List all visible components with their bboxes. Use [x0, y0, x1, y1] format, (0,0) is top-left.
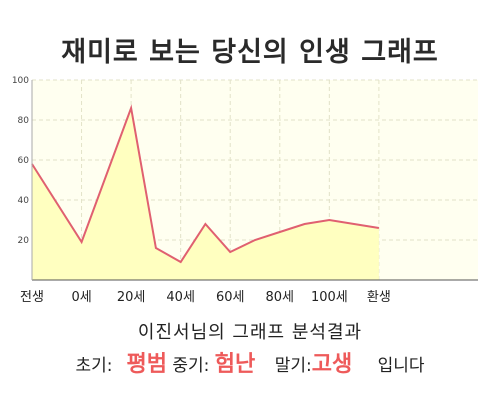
x-tick-label: 40세 — [166, 290, 195, 305]
y-axis-ticks: 20 40 60 80 100 — [12, 76, 29, 246]
mid-label: 중기: — [172, 356, 210, 376]
y-tick-label: 20 — [18, 236, 30, 246]
x-axis-ticks: 전생 0세 20세 40세 60세 80세 100세 환생 — [20, 290, 391, 305]
series-area — [32, 108, 379, 280]
y-tick-label: 40 — [18, 196, 30, 206]
analysis-result: 초기: 평범 중기: 험난 말기:고생 입니다 — [0, 346, 500, 378]
ending-text: 입니다 — [377, 356, 425, 376]
y-tick-label: 100 — [12, 76, 29, 86]
early-value: 평범 — [126, 352, 167, 377]
x-tick-label: 20세 — [117, 290, 146, 305]
series-line — [31, 104, 380, 264]
y-tick-label: 60 — [18, 156, 30, 166]
late-label: 말기: — [274, 356, 312, 376]
late-value: 고생 — [311, 352, 353, 377]
page-title: 재미로 보는 당신의 인생 그래프 — [61, 37, 439, 68]
x-tick-label: 전생 — [20, 290, 44, 305]
x-tick-label: 100세 — [311, 290, 348, 305]
x-tick-label: 60세 — [216, 290, 245, 305]
x-tick-label: 0세 — [71, 290, 91, 305]
mid-value: 험난 — [214, 352, 256, 377]
early-label: 초기: — [75, 356, 113, 376]
analysis-summary: 이진서님의 그래프 분석결과 — [137, 322, 363, 343]
x-tick-label: 환생 — [367, 290, 391, 305]
y-tick-label: 80 — [18, 116, 30, 126]
x-tick-label: 80세 — [266, 290, 295, 305]
